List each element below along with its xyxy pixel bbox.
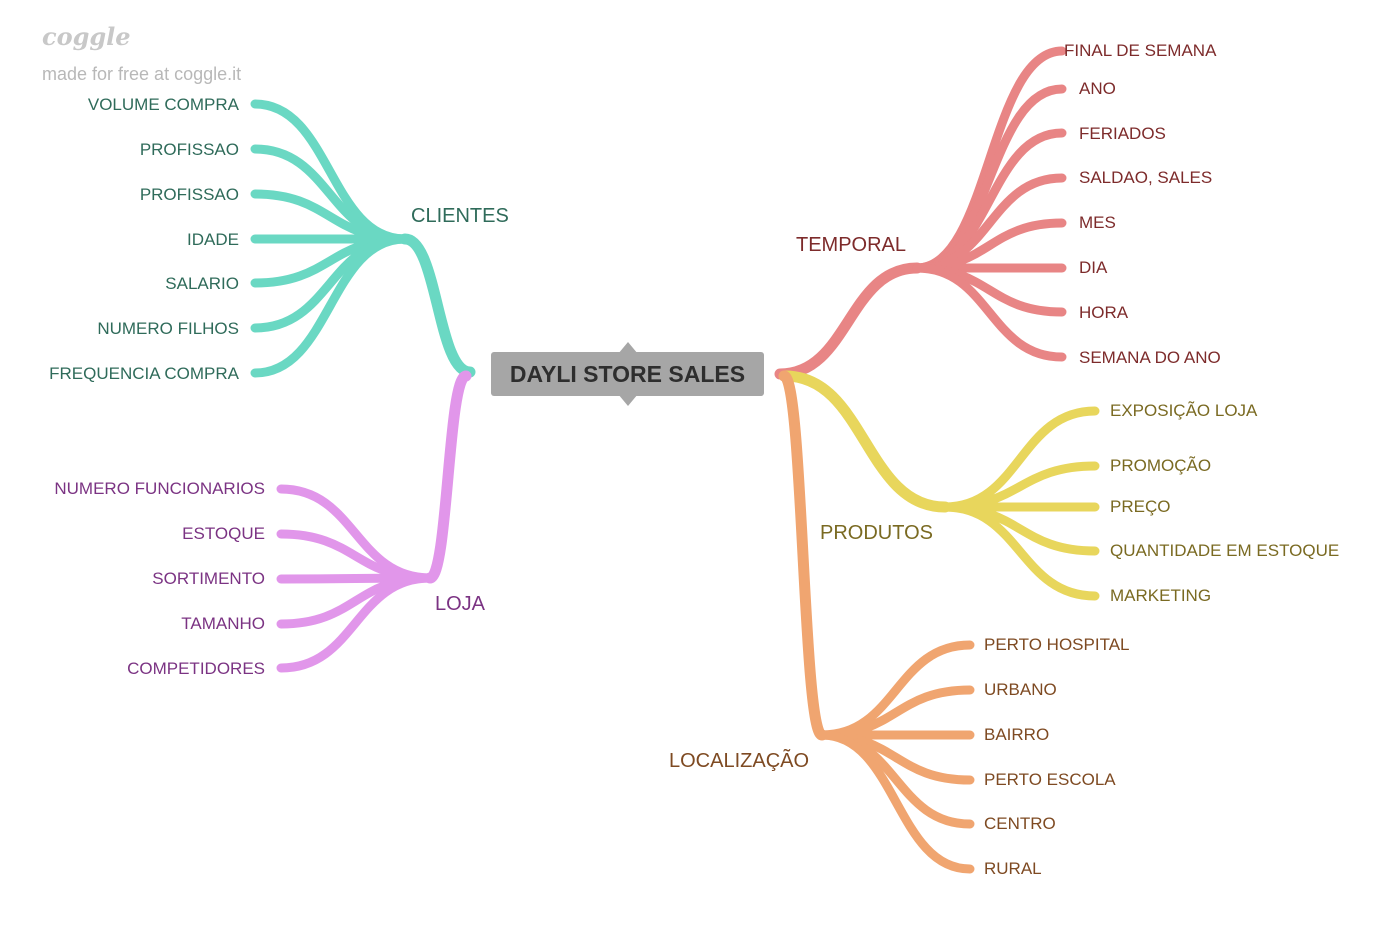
leaf-connector [250,234,410,378]
branch-connector-localizacao [778,370,828,741]
leaf-node[interactable]: HORA [1079,303,1129,322]
leaf-node[interactable]: PERTO HOSPITAL [984,635,1130,654]
root-node-top-tip [618,342,638,354]
leaf-node[interactable]: NUMERO FUNCIONARIOS [54,479,265,498]
leaf-node[interactable]: ESTOQUE [182,524,265,543]
leaf-connector [912,263,1067,362]
leaf-node[interactable]: SALDAO, SALES [1079,168,1213,187]
leaf-node[interactable]: MES [1079,213,1116,232]
leaf-node[interactable]: FREQUENCIA COMPRA [49,364,239,383]
leaf-node[interactable]: DIA [1079,258,1108,277]
leaf-node[interactable]: PROFISSAO [139,185,239,204]
leaf-node[interactable]: QUANTIDADE EM ESTOQUE [1110,541,1340,560]
branch-connector-temporal [774,262,923,380]
leaf-node[interactable]: FERIADOS [1079,124,1166,143]
leaf-node[interactable]: TAMANHO [181,614,265,633]
leaf-node[interactable]: BAIRRO [984,725,1050,744]
leaf-node[interactable]: PROMOÇÃO [1110,456,1212,475]
leaf-node[interactable]: VOLUME COMPRA [87,95,239,114]
branch-connector-produtos [779,370,951,513]
leaf-connector [940,406,1100,512]
leaf-node[interactable]: PREÇO [1110,497,1171,516]
branch-label-produtos[interactable]: PRODUTOS [820,522,933,544]
branch-label-localizacao[interactable]: LOCALIZAÇÃO [669,750,810,772]
leaf-node[interactable]: NUMERO FILHOS [97,319,239,338]
branch-connector-loja [424,370,472,584]
leaf-connector [912,46,1067,273]
leaf-node[interactable]: SALARIO [165,274,239,293]
leaf-node[interactable]: COMPETIDORES [127,659,265,678]
branch-label-clientes[interactable]: CLIENTES [411,205,509,227]
leaf-node[interactable]: IDADE [187,230,239,249]
branch-label-temporal[interactable]: TEMPORAL [796,234,907,256]
branch-connector-clientes [399,233,476,378]
root-node[interactable]: DAYLI STORE SALES [491,352,764,396]
branch-label-loja[interactable]: LOJA [435,593,486,615]
leaf-node[interactable]: ANO [1079,79,1116,98]
leaf-node[interactable]: PERTO ESCOLA [984,770,1116,789]
leaf-node[interactable]: SORTIMENTO [152,569,265,588]
leaf-node[interactable]: SEMANA DO ANO [1079,348,1221,367]
leaf-node[interactable]: MARKETING [1110,586,1212,605]
leaf-connector [276,573,435,673]
leaf-node[interactable]: EXPOSIÇÃO LOJA [1110,401,1258,420]
leaf-node[interactable]: CENTRO [984,814,1056,833]
leaf-node[interactable]: PROFISSAO [139,140,239,159]
leaf-node[interactable]: FINAL DE SEMANA [1064,41,1217,60]
leaf-node[interactable]: URBANO [984,680,1057,699]
watermark-tagline: made for free at coggle.it [42,64,242,84]
leaf-connector [940,502,1100,601]
leaf-connector [817,730,975,874]
coggle-logo: coggle [42,22,131,51]
leaf-node[interactable]: RURAL [984,859,1042,878]
root-node-bottom-tip [618,394,638,406]
